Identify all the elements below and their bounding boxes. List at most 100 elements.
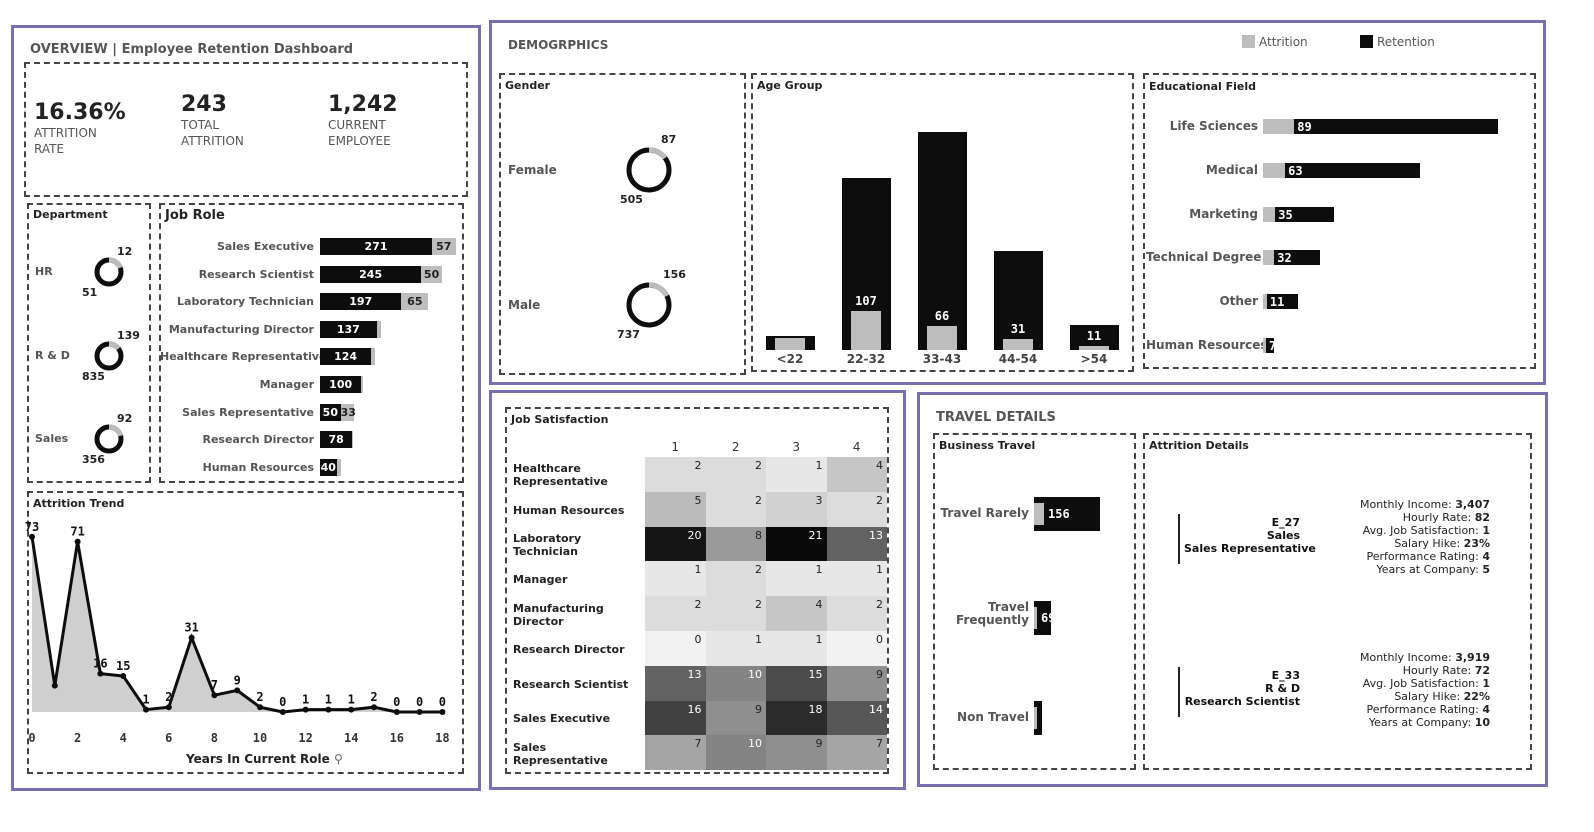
education-box [1143, 73, 1536, 369]
department-label: R & D [35, 349, 70, 362]
age-attrition-bar [851, 310, 881, 350]
education-attrition-value: 89 [1297, 120, 1312, 134]
heatmap-column-header: 4 [852, 440, 861, 454]
detail-stat: Monthly Income: 3,919 [1330, 651, 1490, 664]
job-satisfaction-box [505, 407, 889, 774]
detail-stat-value: 72 [1474, 664, 1490, 677]
detail-stat: Years at Company: 5 [1330, 563, 1490, 576]
heatmap-cell: 5 [645, 491, 706, 527]
business-travel-box [933, 433, 1136, 770]
job-role-attrition-value: 33 [340, 405, 356, 419]
detail-stat-value: 5 [1482, 563, 1490, 576]
trend-data-label: 16 [93, 657, 107, 671]
education-title: Educational Field [1149, 80, 1256, 93]
trend-tick-label: 6 [165, 731, 172, 745]
heatmap-cell: 9 [826, 665, 887, 701]
pin-icon[interactable]: ⚲ [333, 752, 343, 766]
detail-stat-value: 4 [1482, 550, 1490, 563]
trend-data-label: 9 [234, 673, 241, 687]
travel-label: Travel Rarely [940, 506, 1029, 520]
detail-stat-label: Avg. Job Satisfaction: [1362, 524, 1483, 537]
trend-data-label: 0 [279, 695, 286, 709]
trend-tick-label: 2 [74, 731, 81, 745]
trend-point [279, 709, 286, 715]
age-attrition-bar [1003, 338, 1033, 350]
heatmap-cell: 10 [705, 665, 766, 701]
detail-stat-label: Performance Rating: [1366, 703, 1483, 716]
heatmap-cell: 2 [826, 491, 887, 527]
travel-retention-bar [1034, 601, 1051, 635]
legend-retention: Retention [1360, 35, 1435, 49]
job-role-retention-bar [320, 265, 422, 283]
job-role-retention-bar [320, 431, 353, 449]
kpi-current-employee-label: CURRENT [328, 118, 386, 132]
detail-role: Sales Representative [1184, 542, 1316, 555]
trend-area [32, 536, 443, 712]
gender-donut-attrition-arc [626, 147, 672, 193]
kpi-current-employee-value: 1,242 [328, 92, 398, 117]
age-attrition-value: 66 [934, 308, 950, 323]
age-attrition-value: 31 [1010, 321, 1026, 336]
trend-xlabel-text: Years In Current Role [186, 752, 330, 766]
detail-employee-id: E_33 [1271, 669, 1300, 682]
trend-tick-label: 12 [298, 731, 312, 745]
heatmap-cell: 0 [826, 631, 887, 666]
heatmap-row-label: Sales Executive [513, 712, 611, 726]
heatmap-cell: 20 [645, 526, 706, 562]
trend-point [51, 682, 58, 689]
heatmap-cell: 10 [705, 735, 766, 771]
heatmap-cell: 2 [645, 596, 706, 631]
detail-stat: Salary Hike: 22% [1330, 690, 1490, 703]
heatmap-cell: 1 [766, 631, 827, 666]
job-role-retention-bar [320, 348, 372, 366]
detail-stat-label: Hourly Rate: [1402, 664, 1475, 677]
heatmap-cell: 0 [645, 631, 706, 666]
job-role-title: Job Role [165, 208, 225, 223]
travel-retention-bar [1034, 497, 1100, 531]
department-donut [94, 424, 124, 454]
detail-stat-value: 1 [1482, 524, 1490, 537]
detail-stat-label: Salary Hike: [1394, 537, 1464, 550]
job-role-retention-value: 137 [336, 322, 360, 336]
travel-value: 69 [1041, 611, 1051, 625]
education-label: Marketing [1189, 206, 1258, 221]
trend-point [325, 706, 332, 713]
trend-point [143, 706, 149, 713]
heatmap-cell: 8 [705, 526, 766, 562]
detail-stat-label: Years at Company: [1376, 563, 1483, 576]
detail-stat-value: 10 [1474, 716, 1490, 729]
education-attrition-bar [1263, 294, 1267, 310]
heatmap-cell: 2 [826, 596, 887, 631]
trend-data-label: 1 [142, 693, 149, 707]
department-retention-value: 835 [82, 370, 105, 383]
heatmap-row-label: Laboratory Technician [513, 531, 582, 558]
trend-tick-label: 18 [435, 731, 449, 745]
age-category-label: <22 [776, 352, 804, 366]
trend-data-label: 7 [211, 678, 218, 692]
heatmap-column-header: 3 [792, 440, 801, 454]
trend-data-label: 0 [393, 695, 400, 709]
travel-attrition-bar [1034, 503, 1044, 525]
heatmap-cell: 21 [766, 526, 827, 562]
department-attrition-value: 92 [117, 412, 133, 425]
trend-data-label: 1 [302, 693, 309, 707]
job-role-attrition-bar [371, 348, 375, 366]
heatmap-row-label: Research Scientist [513, 677, 629, 691]
age-category-label: >54 [1080, 352, 1108, 366]
detail-stat-value: 23% [1463, 537, 1490, 550]
trend-tick-label: 0 [28, 731, 35, 745]
legend-attrition-swatch [1242, 35, 1255, 48]
heatmap-cell: 2 [705, 596, 766, 631]
gender-label: Male [508, 298, 541, 312]
travel-label: Travel Frequently [956, 600, 1029, 627]
demographics-title: DEMOGRPHICS [508, 38, 609, 52]
education-attrition-value: 63 [1288, 163, 1303, 178]
job-role-label: Sales Executive [216, 240, 314, 253]
job-role-attrition-bar [376, 320, 381, 338]
education-attrition-bar [1263, 338, 1266, 353]
department-box [27, 203, 151, 483]
job-role-label: Sales Representative [182, 405, 314, 419]
heatmap-cell: 1 [766, 561, 827, 597]
travel-title: TRAVEL DETAILS [936, 410, 1056, 425]
education-label: Other [1219, 294, 1258, 309]
